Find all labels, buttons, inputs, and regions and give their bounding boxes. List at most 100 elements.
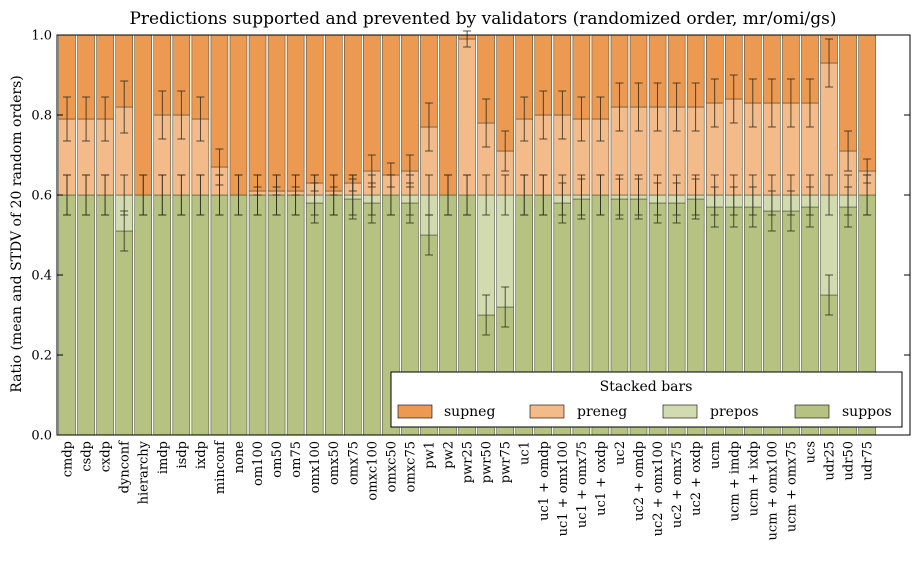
bar-suppos-none xyxy=(229,194,248,436)
legend-swatch-supneg xyxy=(397,404,433,419)
error-bar-preneg-ucm-imdp xyxy=(729,74,738,124)
bar-supneg-om100 xyxy=(248,34,267,192)
legend-label-suppos: suppos xyxy=(842,404,892,420)
error-bar-preneg-dynconf xyxy=(120,80,129,134)
error-bar-preneg-pwr75 xyxy=(501,130,510,172)
x-tick-label: minconf xyxy=(213,440,228,494)
error-bar-preneg-csdp xyxy=(82,96,91,142)
error-bar-preneg-pwr50 xyxy=(482,98,491,148)
y-tick-label: 0.8 xyxy=(31,109,52,124)
x-tick-label: uc1 + omx100 xyxy=(556,441,571,536)
x-tick-label: ucm + omx100 xyxy=(765,441,780,540)
error-bar-suppos-pwr75 xyxy=(501,286,510,328)
legend-swatch-suppos xyxy=(794,404,830,419)
bar-preneg-pwr25 xyxy=(458,38,476,196)
legend-label-prepos: prepos xyxy=(710,404,759,420)
error-bar-preneg-omxc50 xyxy=(386,162,395,188)
error-bar-preneg-uc1 xyxy=(520,96,529,142)
x-tick-label: hierarchy xyxy=(137,440,152,504)
bar-supneg-omx50 xyxy=(324,34,343,192)
bar-suppos-minconf xyxy=(210,194,229,436)
bar-supneg-omx100 xyxy=(305,34,324,184)
bar-suppos-ixdp xyxy=(191,194,210,436)
error-bar-prepos-dynconf xyxy=(120,174,129,216)
error-bar-prepos-uc2-omx75 xyxy=(672,174,681,216)
bar-suppos-omx50 xyxy=(324,194,343,436)
x-tick-label: omxc75 xyxy=(403,441,418,492)
error-bar-preneg-cmdp xyxy=(63,96,72,142)
x-tick-label: pw1 xyxy=(422,441,437,469)
error-bar-preneg-ucm-ixdp xyxy=(748,78,757,128)
error-bar-suppos-pwr50 xyxy=(482,294,491,336)
error-bar-preneg-ucm-omx75 xyxy=(786,78,795,128)
y-tick-label: 0.0 xyxy=(31,429,52,444)
error-bar-preneg-pwr25 xyxy=(463,30,472,48)
error-bar-prepos-ucm-imdp xyxy=(729,174,738,216)
error-bar-prepos-pwr75 xyxy=(501,174,510,216)
x-tick-label: om100 xyxy=(251,441,266,486)
x-tick-label: isdp xyxy=(175,441,190,468)
bar-supneg-pw2 xyxy=(439,34,457,196)
error-bar-prepos-uc2-omdp xyxy=(634,174,643,216)
bar-suppos-imdp xyxy=(153,194,172,436)
error-bar-preneg-uc1-oxdp xyxy=(596,96,605,142)
bar-suppos-om100 xyxy=(248,194,267,436)
x-tick-label: pw2 xyxy=(442,441,457,469)
x-tick-label: omx100 xyxy=(308,441,323,493)
error-bar-preneg-uc2 xyxy=(615,82,624,132)
y-axis-label: Ratio (mean and STDV of 20 random orders… xyxy=(9,75,25,392)
error-bar-suppos-udr25 xyxy=(825,274,834,316)
error-bar-preneg-ucs xyxy=(805,78,814,128)
error-bar-preneg-ucm xyxy=(710,78,719,128)
x-tick-label: imdp xyxy=(156,441,171,474)
error-bar-prepos-uc2 xyxy=(615,174,624,216)
x-tick-label: udr25 xyxy=(823,441,838,480)
legend-entry-preneg: preneg xyxy=(529,404,627,420)
chart-title: Predictions supported and prevented by v… xyxy=(129,9,836,29)
error-bar-prepos-ucs xyxy=(805,174,814,216)
x-tick-label: pwr75 xyxy=(499,441,514,483)
x-tick-label: uc2 xyxy=(613,441,628,465)
error-bar-preneg-uc1-omx100 xyxy=(558,90,567,140)
y-tick-label: 0.6 xyxy=(31,189,52,204)
x-tick-label: pwr50 xyxy=(480,441,495,483)
error-bar-prepos-uc2-omx100 xyxy=(653,174,662,216)
x-tick-label: uc1 + omx75 xyxy=(575,441,590,528)
legend-swatch-prepos xyxy=(662,404,698,419)
x-tick-label: omxc50 xyxy=(384,441,399,492)
x-tick-label: udr50 xyxy=(842,441,857,480)
error-bar-preneg-omx50 xyxy=(329,186,338,196)
x-tick-label: none xyxy=(232,441,247,474)
error-bar-prepos-imdp xyxy=(158,174,167,216)
x-tick-label: dynconf xyxy=(118,440,133,494)
error-bar-preneg-pw1 xyxy=(424,102,433,152)
error-bar-prepos-ucm-ixdp xyxy=(748,174,757,216)
x-tick-label: cxdp xyxy=(99,441,114,472)
bar-supneg-omxc75 xyxy=(401,34,419,172)
bar-suppos-omx75 xyxy=(344,198,362,436)
error-bar-preneg-om50 xyxy=(272,186,281,196)
bar-supneg-minconf xyxy=(210,34,229,168)
error-bar-preneg-isdp xyxy=(177,90,186,140)
x-tick-label: udr75 xyxy=(861,441,876,480)
error-bar-prepos-udr25 xyxy=(825,174,834,216)
bar-suppos-isdp xyxy=(172,194,191,436)
error-bar-prepos-uc1-oxdp xyxy=(596,174,605,216)
legend-entry-suppos: suppos xyxy=(794,404,892,420)
x-tick-label: uc2 + omx75 xyxy=(670,441,685,528)
bar-supneg-none xyxy=(229,34,248,196)
x-tick-label: uc2 + omdp xyxy=(632,441,647,521)
error-bar-prepos-pwr50 xyxy=(482,174,491,216)
x-tick-label: ucm xyxy=(708,441,723,469)
legend: Stacked bars supneg preneg prepos suppos xyxy=(390,371,903,428)
error-bar-preneg-udr50 xyxy=(844,130,853,172)
error-bar-preneg-omx75 xyxy=(348,174,357,192)
y-tick-label: 0.4 xyxy=(31,269,52,284)
x-tick-label: ucm + imdp xyxy=(727,441,742,521)
error-bar-preneg-cxdp xyxy=(101,96,110,142)
error-bar-prepos-uc1-omx75 xyxy=(577,174,586,216)
error-bar-preneg-uc1-omdp xyxy=(539,90,548,140)
error-bar-preneg-imdp xyxy=(158,90,167,140)
error-bar-preneg-minconf xyxy=(215,148,224,186)
legend-label-preneg: preneg xyxy=(577,404,627,420)
